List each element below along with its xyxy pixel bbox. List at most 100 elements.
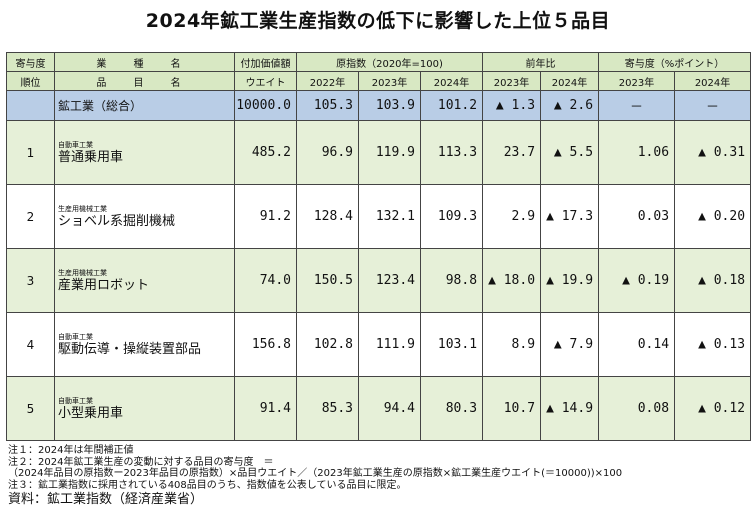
table-row: 2 生産用機械工業 ショベル系掘削機械 91.2 128.4 132.1 109… (6, 184, 752, 249)
total-yoy-2023: ▲ 1.3 (482, 90, 542, 121)
name-cell: 生産用機械工業 ショベル系掘削機械 (54, 184, 235, 249)
weight-cell: 156.8 (234, 312, 297, 377)
yoy-2023-cell: 10.7 (482, 376, 542, 441)
header-row-top: 寄与度 業 種 名 付加価値額 原指数（2020年=100) 前年比 寄与度（%… (6, 52, 752, 72)
yoy-2023-cell: 2.9 (482, 184, 542, 249)
rank-subheader: 順位 (6, 71, 55, 91)
footnotes: 注１：2024年は年間補正値 注２：2024年鉱工業生産の変動に対する品目の寄与… (8, 445, 752, 508)
category-label: 生産用機械工業 (58, 204, 107, 213)
contrib-2023-cell: 0.14 (598, 312, 676, 377)
category-label: 生産用機械工業 (58, 268, 107, 277)
total-weight: 10000.0 (234, 90, 297, 121)
item-header: 品 目 名 (54, 71, 235, 91)
total-yoy-2024: ▲ 2.6 (540, 90, 600, 121)
index-2023-cell: 132.1 (358, 184, 421, 249)
category-label: 自動車工業 (58, 140, 93, 149)
contrib-2024-cell: ▲ 0.12 (674, 376, 752, 441)
yoy-group-header: 前年比 (482, 52, 600, 72)
weight-cell: 485.2 (234, 120, 297, 185)
total-index-2024: 101.2 (419, 90, 484, 121)
item-label: 普通乗用車 (58, 149, 124, 165)
weight-cell: 91.2 (234, 184, 297, 249)
index-2024-cell: 113.3 (419, 120, 484, 185)
table-row: 3 生産用機械工業 産業用ロボット 74.0 150.5 123.4 98.8 … (6, 248, 752, 313)
yoy-2024-cell: ▲ 19.9 (540, 248, 600, 313)
index-group-header: 原指数（2020年=100) (295, 52, 484, 72)
yoy-2023-header: 2023年 (482, 71, 542, 91)
total-row: 鉱工業（総合） 10000.0 105.3 103.9 101.2 ▲ 1.3 … (6, 90, 752, 121)
index-2023-cell: 111.9 (358, 312, 421, 377)
index-2022-cell: 150.5 (296, 248, 359, 313)
name-cell: 自動車工業 小型乗用車 (54, 376, 235, 441)
contrib-2024-cell: ▲ 0.31 (674, 120, 752, 185)
total-rank (6, 90, 55, 121)
index-2022-cell: 102.8 (296, 312, 359, 377)
index-2023-header: 2023年 (358, 71, 421, 91)
yoy-2023-cell: ▲ 18.0 (482, 248, 542, 313)
contrib-2023-header: 2023年 (598, 71, 676, 91)
page-title: 2024年鉱工業生産指数の低下に影響した上位５品目 (145, 10, 611, 32)
rank-header: 寄与度 (6, 52, 55, 72)
name-cell: 生産用機械工業 産業用ロボット (54, 248, 235, 313)
contribution-table: 寄与度 業 種 名 付加価値額 原指数（2020年=100) 前年比 寄与度（%… (6, 52, 752, 441)
weight-header: 付加価値額 (234, 52, 297, 72)
index-2022-header: 2022年 (296, 71, 359, 91)
note-3: 注３：鉱工業指数に採用されている408品目のうち、指数値を公表している品目に限定… (8, 479, 407, 491)
index-2024-cell: 103.1 (419, 312, 484, 377)
table-row: 4 自動車工業 駆動伝導・操縦装置部品 156.8 102.8 111.9 10… (6, 312, 752, 377)
rank-cell: 1 (6, 120, 55, 185)
rank-cell: 4 (6, 312, 55, 377)
weight-cell: 74.0 (234, 248, 297, 313)
index-2022-cell: 96.9 (296, 120, 359, 185)
item-label: 小型乗用車 (58, 405, 124, 421)
item-label: 駆動伝導・操縦装置部品 (58, 341, 202, 357)
contrib-group-header: 寄与度（%ポイント） (598, 52, 752, 72)
contrib-2024-cell: ▲ 0.20 (674, 184, 752, 249)
index-2023-cell: 119.9 (358, 120, 421, 185)
item-label: 産業用ロボット (58, 277, 150, 293)
total-contrib-2024: － (674, 90, 752, 121)
category-label: 自動車工業 (58, 332, 93, 341)
yoy-2024-cell: ▲ 17.3 (540, 184, 600, 249)
index-2022-cell: 128.4 (296, 184, 359, 249)
yoy-2024-cell: ▲ 14.9 (540, 376, 600, 441)
rank-cell: 2 (6, 184, 55, 249)
contrib-2023-cell: 0.08 (598, 376, 676, 441)
weight-subheader: ウエイト (234, 71, 297, 91)
contrib-2024-cell: ▲ 0.13 (674, 312, 752, 377)
total-contrib-2023: － (598, 90, 676, 121)
contrib-2023-cell: 1.06 (598, 120, 676, 185)
total-index-2023: 103.9 (358, 90, 421, 121)
total-name: 鉱工業（総合） (54, 90, 235, 121)
name-cell: 自動車工業 普通乗用車 (54, 120, 235, 185)
index-2023-cell: 123.4 (358, 248, 421, 313)
index-2024-cell: 98.8 (419, 248, 484, 313)
note-2-formula: （2024年品目の原指数ー2023年品目の原指数）×品目ウエイト／（2023年鉱… (8, 468, 623, 479)
note-2: 注２：2024年鉱工業生産の変動に対する品目の寄与度 ＝ (8, 456, 274, 468)
industry-header: 業 種 名 (54, 52, 235, 72)
rank-cell: 3 (6, 248, 55, 313)
index-2024-header: 2024年 (419, 71, 484, 91)
name-cell: 自動車工業 駆動伝導・操縦装置部品 (54, 312, 235, 377)
contrib-2024-cell: ▲ 0.18 (674, 248, 752, 313)
yoy-2024-header: 2024年 (540, 71, 600, 91)
weight-cell: 91.4 (234, 376, 297, 441)
index-2023-cell: 94.4 (358, 376, 421, 441)
note-1: 注１：2024年は年間補正値 (8, 445, 134, 456)
category-label: 自動車工業 (58, 396, 93, 405)
yoy-2024-cell: ▲ 5.5 (540, 120, 600, 185)
table-row: 5 自動車工業 小型乗用車 91.4 85.3 94.4 80.3 10.7 ▲… (6, 376, 752, 441)
contrib-2023-cell: ▲ 0.19 (598, 248, 676, 313)
yoy-2023-cell: 8.9 (482, 312, 542, 377)
yoy-2024-cell: ▲ 7.9 (540, 312, 600, 377)
header-row-bottom: 順位 品 目 名 ウエイト 2022年 2023年 2024年 2023年 20… (6, 71, 752, 91)
table-row: 1 自動車工業 普通乗用車 485.2 96.9 119.9 113.3 23.… (6, 120, 752, 185)
item-label: ショベル系掘削機械 (58, 213, 176, 229)
contrib-2023-cell: 0.03 (598, 184, 676, 249)
index-2024-cell: 109.3 (419, 184, 484, 249)
index-2022-cell: 85.3 (296, 376, 359, 441)
total-index-2022: 105.3 (296, 90, 359, 121)
yoy-2023-cell: 23.7 (482, 120, 542, 185)
index-2024-cell: 80.3 (419, 376, 484, 441)
